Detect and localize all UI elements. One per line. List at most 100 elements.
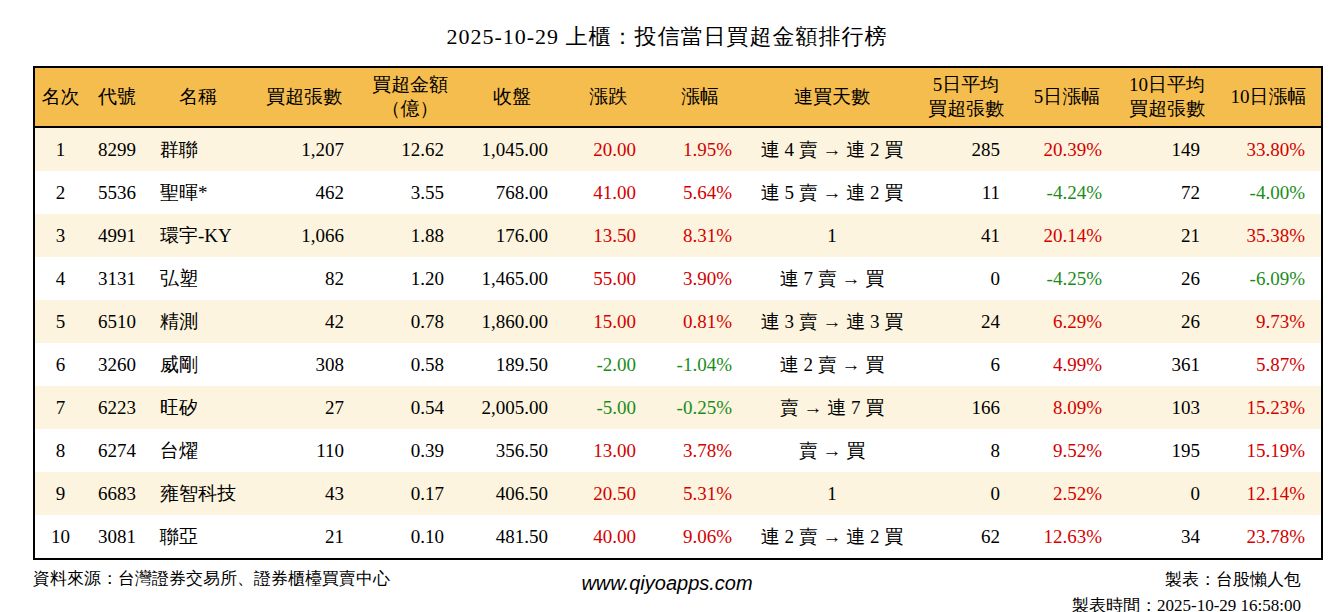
cell-change: 41.00: [564, 171, 652, 214]
cell-change-pct: 5.64%: [652, 171, 748, 214]
cell-net-buy-amount: 1.88: [360, 214, 460, 257]
cell-5day-pct: 8.09%: [1016, 386, 1118, 429]
cell-10day-pct: 35.38%: [1216, 214, 1322, 257]
cell-change-pct: 8.31%: [652, 214, 748, 257]
cell-change-pct: 3.90%: [652, 257, 748, 300]
cell-rank: 5: [34, 300, 86, 343]
table-row: 7 6223 旺矽 27 0.54 2,005.00 -5.00 -0.25% …: [34, 386, 1322, 429]
cell-avg5-volume: 62: [916, 515, 1016, 559]
cell-rank: 4: [34, 257, 86, 300]
cell-net-buy-amount: 1.20: [360, 257, 460, 300]
cell-rank: 1: [34, 127, 86, 171]
col-net-buy-amount: 買超金額（億）: [360, 67, 460, 127]
cell-change: -5.00: [564, 386, 652, 429]
cell-code: 6274: [86, 429, 148, 472]
cell-code: 4991: [86, 214, 148, 257]
ranking-table: 名次 代號 名稱 買超張數 買超金額（億） 收盤 漲跌 漲幅 連買天數 5日平均…: [33, 66, 1323, 560]
cell-change: 15.00: [564, 300, 652, 343]
table-body: 1 8299 群聯 1,207 12.62 1,045.00 20.00 1.9…: [34, 127, 1322, 559]
cell-code: 3081: [86, 515, 148, 559]
cell-change-pct: 0.81%: [652, 300, 748, 343]
cell-code: 6683: [86, 472, 148, 515]
cell-rank: 10: [34, 515, 86, 559]
cell-close: 1,860.00: [460, 300, 564, 343]
cell-net-buy-volume: 1,207: [248, 127, 360, 171]
cell-net-buy-amount: 0.39: [360, 429, 460, 472]
table-row: 1 8299 群聯 1,207 12.62 1,045.00 20.00 1.9…: [34, 127, 1322, 171]
col-avg5-volume: 5日平均買超張數: [916, 67, 1016, 127]
cell-close: 481.50: [460, 515, 564, 559]
cell-change: 13.00: [564, 429, 652, 472]
cell-close: 189.50: [460, 343, 564, 386]
cell-avg5-volume: 11: [916, 171, 1016, 214]
cell-10day-pct: 15.19%: [1216, 429, 1322, 472]
report-page: 2025-10-29 上櫃：投信當日買超金額排行榜 名次 代號 名稱 買超張數 …: [0, 0, 1334, 612]
cell-avg5-volume: 41: [916, 214, 1016, 257]
cell-10day-pct: 15.23%: [1216, 386, 1322, 429]
cell-streak: 連 2 賣 → 買: [748, 343, 916, 386]
timestamp-text: 製表時間：2025-10-29 16:58:00: [1072, 593, 1301, 612]
cell-rank: 7: [34, 386, 86, 429]
col-change: 漲跌: [564, 67, 652, 127]
cell-avg10-volume: 103: [1118, 386, 1216, 429]
cell-streak: 賣 → 買: [748, 429, 916, 472]
cell-net-buy-volume: 27: [248, 386, 360, 429]
cell-streak: 連 2 賣 → 連 2 買: [748, 515, 916, 559]
page-title: 2025-10-29 上櫃：投信當日買超金額排行榜: [0, 0, 1334, 52]
cell-change: -2.00: [564, 343, 652, 386]
col-change-pct: 漲幅: [652, 67, 748, 127]
cell-net-buy-volume: 43: [248, 472, 360, 515]
cell-close: 406.50: [460, 472, 564, 515]
table-row: 10 3081 聯亞 21 0.10 481.50 40.00 9.06% 連 …: [34, 515, 1322, 559]
cell-avg10-volume: 34: [1118, 515, 1216, 559]
cell-5day-pct: 2.52%: [1016, 472, 1118, 515]
cell-avg10-volume: 0: [1118, 472, 1216, 515]
cell-name: 旺矽: [148, 386, 248, 429]
cell-close: 768.00: [460, 171, 564, 214]
cell-rank: 8: [34, 429, 86, 472]
cell-5day-pct: -4.25%: [1016, 257, 1118, 300]
cell-10day-pct: 23.78%: [1216, 515, 1322, 559]
cell-avg5-volume: 6: [916, 343, 1016, 386]
cell-10day-pct: -6.09%: [1216, 257, 1322, 300]
cell-avg10-volume: 26: [1118, 300, 1216, 343]
cell-net-buy-volume: 42: [248, 300, 360, 343]
cell-net-buy-volume: 1,066: [248, 214, 360, 257]
cell-5day-pct: 6.29%: [1016, 300, 1118, 343]
col-5day-pct: 5日漲幅: [1016, 67, 1118, 127]
cell-net-buy-amount: 0.17: [360, 472, 460, 515]
cell-net-buy-amount: 3.55: [360, 171, 460, 214]
cell-10day-pct: 5.87%: [1216, 343, 1322, 386]
cell-avg10-volume: 149: [1118, 127, 1216, 171]
cell-name: 弘塑: [148, 257, 248, 300]
header-row: 名次 代號 名稱 買超張數 買超金額（億） 收盤 漲跌 漲幅 連買天數 5日平均…: [34, 67, 1322, 127]
cell-close: 2,005.00: [460, 386, 564, 429]
cell-code: 8299: [86, 127, 148, 171]
cell-avg5-volume: 8: [916, 429, 1016, 472]
cell-change-pct: 1.95%: [652, 127, 748, 171]
cell-change-pct: 5.31%: [652, 472, 748, 515]
cell-net-buy-volume: 21: [248, 515, 360, 559]
cell-avg10-volume: 195: [1118, 429, 1216, 472]
cell-code: 6510: [86, 300, 148, 343]
cell-name: 精測: [148, 300, 248, 343]
cell-name: 聯亞: [148, 515, 248, 559]
cell-avg5-volume: 24: [916, 300, 1016, 343]
cell-5day-pct: 9.52%: [1016, 429, 1118, 472]
cell-code: 3131: [86, 257, 148, 300]
cell-streak: 連 4 賣 → 連 2 買: [748, 127, 916, 171]
cell-code: 5536: [86, 171, 148, 214]
col-name: 名稱: [148, 67, 248, 127]
cell-streak: 1: [748, 214, 916, 257]
table-header: 名次 代號 名稱 買超張數 買超金額（億） 收盤 漲跌 漲幅 連買天數 5日平均…: [34, 67, 1322, 127]
cell-net-buy-amount: 12.62: [360, 127, 460, 171]
cell-streak: 連 3 賣 → 連 3 買: [748, 300, 916, 343]
table-row: 9 6683 雍智科技 43 0.17 406.50 20.50 5.31% 1…: [34, 472, 1322, 515]
cell-rank: 3: [34, 214, 86, 257]
cell-avg10-volume: 72: [1118, 171, 1216, 214]
col-rank: 名次: [34, 67, 86, 127]
cell-streak: 連 5 賣 → 連 2 買: [748, 171, 916, 214]
cell-rank: 6: [34, 343, 86, 386]
cell-name: 群聯: [148, 127, 248, 171]
cell-rank: 9: [34, 472, 86, 515]
